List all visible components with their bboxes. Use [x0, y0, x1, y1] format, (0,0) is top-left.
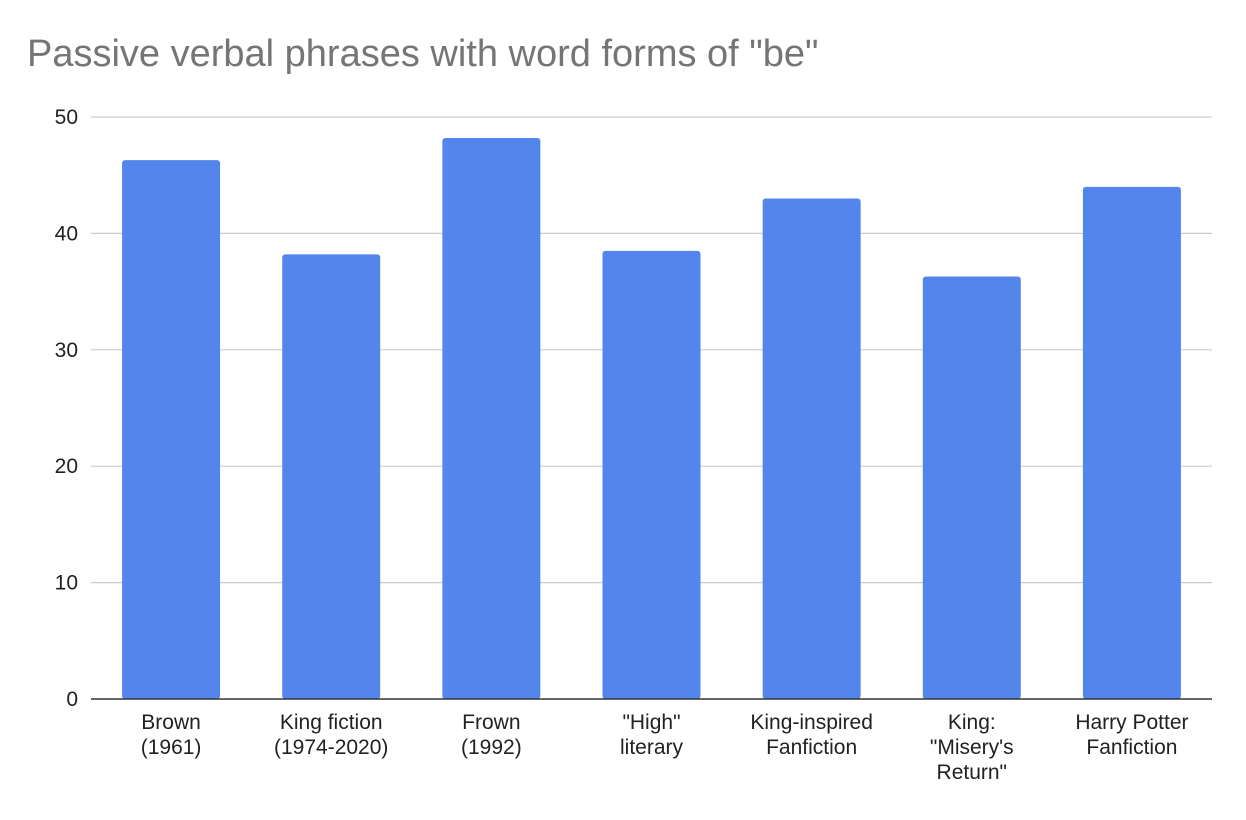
x-category-label: "High" literary [620, 711, 684, 759]
y-axis-tick-labels: 0 10 20 30 40 50 [55, 106, 78, 711]
bar [762, 198, 861, 700]
y-tick-label: 20 [55, 455, 78, 478]
y-tick-label: 30 [55, 339, 78, 362]
bars [122, 137, 1181, 700]
y-tick-label: 10 [55, 572, 78, 595]
x-category-label: King: "Misery's Return" [930, 711, 1014, 784]
bar [122, 160, 221, 699]
bar [442, 137, 541, 699]
bar [602, 250, 701, 700]
y-tick-label: 50 [55, 106, 78, 129]
x-category-label: Brown (1961) [141, 711, 202, 759]
x-category-label: King-inspired Fanfiction [750, 711, 873, 759]
x-category-label: King fiction (1974-2020) [274, 711, 388, 759]
bar [282, 254, 381, 700]
y-tick-label: 0 [66, 688, 78, 711]
bar [1082, 186, 1181, 700]
x-category-label: Harry Potter Fanfiction [1075, 711, 1188, 759]
y-tick-label: 40 [55, 222, 78, 245]
chart-title: Passive verbal phrases with word forms o… [27, 33, 819, 75]
bar [922, 276, 1021, 699]
x-axis-category-labels: Brown (1961) King fiction (1974-2020) Frown(… [141, 711, 1189, 784]
x-category-label: Frown (1992) [461, 711, 522, 759]
